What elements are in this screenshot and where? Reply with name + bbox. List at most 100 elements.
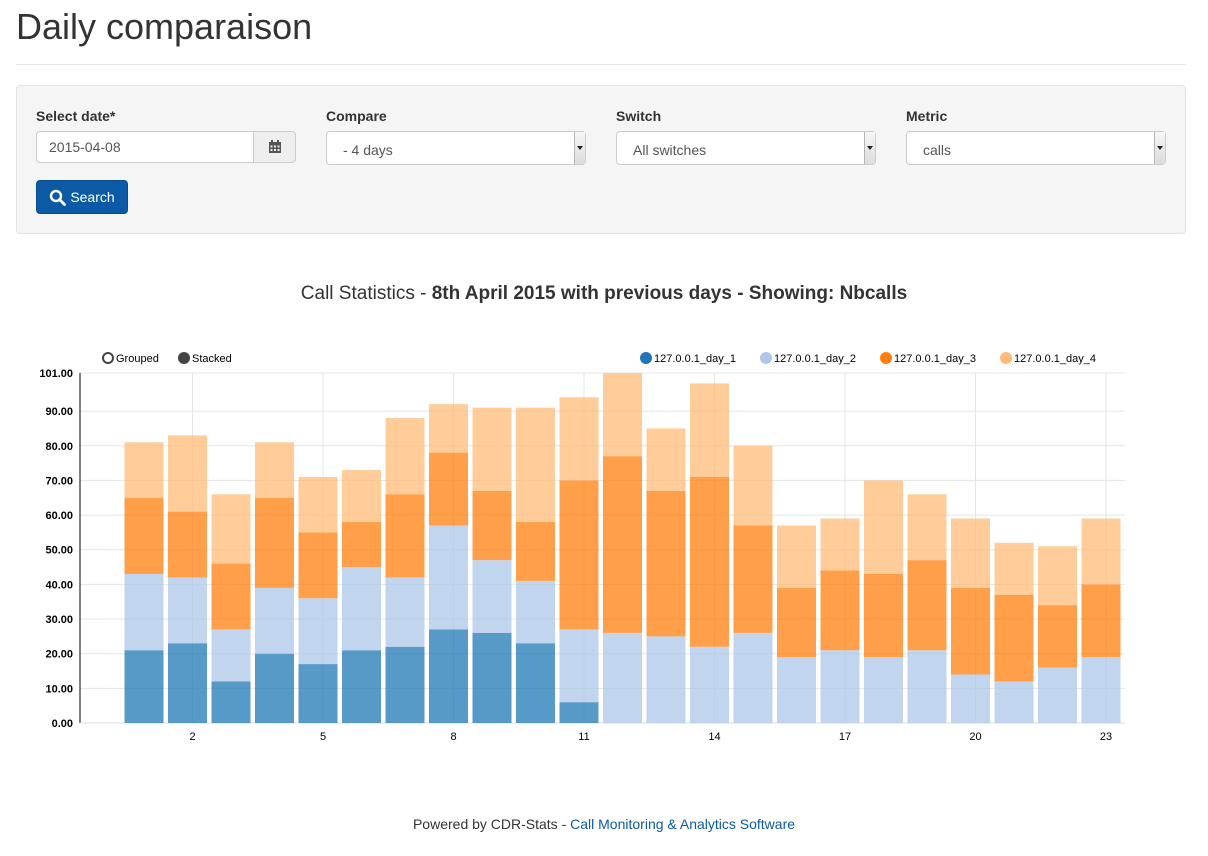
bar-segment-127-0-0-1-day-4 [516, 407, 555, 523]
bar-segment-127-0-0-1-day-2 [429, 525, 468, 630]
bar-segment-127-0-0-1-day-1 [211, 681, 251, 723]
date-input[interactable] [36, 131, 254, 163]
bar-segment-127-0-0-1-day-1 [124, 650, 164, 723]
bar-segment-127-0-0-1-day-3 [690, 476, 729, 647]
x-tick-label: 11 [578, 731, 589, 743]
bar-segment-127-0-0-1-day-3 [646, 490, 686, 637]
bar-segment-127-0-0-1-day-4 [1038, 546, 1077, 606]
search-button-label: Search [70, 189, 115, 205]
bar-segment-127-0-0-1-day-4 [690, 383, 729, 477]
stacked-toggle [178, 352, 190, 364]
compare-label: Compare [326, 108, 387, 124]
bar-segment-127-0-0-1-day-2 [342, 567, 381, 651]
switch-select[interactable]: All switches [616, 131, 876, 165]
chart-title-prefix: Call Statistics - [300, 283, 432, 304]
bar-segment-127-0-0-1-day-2 [1038, 667, 1077, 723]
bar-segment-127-0-0-1-day-2 [733, 632, 773, 723]
metric-select-value: calls [923, 142, 952, 158]
bar-segment-127-0-0-1-day-3 [777, 587, 816, 658]
x-tick-label: 20 [969, 731, 981, 743]
bar-segment-127-0-0-1-day-4 [907, 494, 947, 561]
bar-segment-127-0-0-1-day-2 [559, 629, 599, 703]
bar-segment-127-0-0-1-day-4 [777, 525, 816, 588]
legend-label: 127.0.0.1_day_3 [894, 353, 976, 365]
bar-segment-127-0-0-1-day-2 [124, 573, 164, 651]
caret-down-icon [864, 132, 875, 164]
grouped-toggle [102, 352, 114, 364]
bar-segment-127-0-0-1-day-4 [385, 418, 425, 495]
x-tick-label: 23 [1100, 731, 1112, 743]
bar-segment-127-0-0-1-day-3 [124, 497, 164, 574]
switch-select-value: All switches [633, 142, 707, 158]
bar-segment-127-0-0-1-day-3 [733, 525, 773, 633]
footer-link[interactable]: Call Monitoring & Analytics Software [570, 816, 796, 832]
bar-segment-127-0-0-1-day-2 [646, 636, 686, 723]
title-divider [16, 64, 1186, 65]
x-tick-label: 2 [189, 731, 195, 743]
y-tick-label: 20.00 [45, 649, 73, 661]
legend-marker [1000, 352, 1012, 364]
bar-segment-127-0-0-1-day-3 [168, 511, 207, 578]
bar-segment-127-0-0-1-day-2 [298, 598, 338, 665]
caret-down-icon [1154, 132, 1165, 164]
compare-select[interactable]: - 4 days [326, 131, 586, 165]
legend-marker [880, 352, 892, 364]
grouped-toggle-label: Grouped [116, 353, 159, 365]
bar-segment-127-0-0-1-day-4 [342, 470, 381, 523]
bar-segment-127-0-0-1-day-3 [820, 570, 860, 651]
calendar-icon [268, 140, 281, 153]
bar-segment-127-0-0-1-day-3 [951, 587, 990, 675]
bar-segment-127-0-0-1-day-3 [864, 573, 903, 658]
bar-segment-127-0-0-1-day-2 [603, 632, 642, 723]
y-tick-label: 80.00 [45, 441, 73, 453]
bar-segment-127-0-0-1-day-4 [559, 397, 599, 481]
bar-segment-127-0-0-1-day-4 [603, 373, 642, 457]
bar-segment-127-0-0-1-day-2 [864, 657, 903, 723]
bar-segment-127-0-0-1-day-3 [385, 494, 425, 578]
caret-down-icon [574, 132, 585, 164]
y-tick-label: 60.00 [45, 510, 73, 522]
bar-segment-127-0-0-1-day-4 [298, 476, 338, 533]
bar-segment-127-0-0-1-day-2 [994, 681, 1034, 723]
legend-marker [760, 352, 772, 364]
legend-label: 127.0.0.1_day_2 [774, 353, 856, 365]
bar-segment-127-0-0-1-day-1 [429, 629, 468, 723]
bar-segment-127-0-0-1-day-4 [820, 518, 860, 571]
bar-segment-127-0-0-1-day-2 [1081, 657, 1121, 723]
bar-segment-127-0-0-1-day-2 [168, 577, 207, 644]
page-title: Daily comparaison [16, 6, 313, 47]
bar-segment-127-0-0-1-day-3 [1038, 605, 1077, 668]
bar-segment-127-0-0-1-day-3 [429, 452, 468, 526]
bar-segment-127-0-0-1-day-4 [994, 542, 1034, 595]
bar-segment-127-0-0-1-day-3 [472, 490, 512, 561]
bar-segment-127-0-0-1-day-2 [820, 650, 860, 723]
bar-segment-127-0-0-1-day-4 [168, 435, 207, 512]
bar-segment-127-0-0-1-day-1 [516, 643, 555, 723]
search-icon [50, 189, 67, 206]
bar-segment-127-0-0-1-day-4 [429, 404, 468, 453]
compare-select-value: - 4 days [343, 142, 393, 158]
footer: Powered by CDR-Stats - Call Monitoring &… [0, 816, 1208, 832]
bar-segment-127-0-0-1-day-2 [951, 674, 990, 723]
bar-segment-127-0-0-1-day-2 [690, 646, 729, 723]
calendar-button[interactable] [254, 131, 296, 163]
bar-segment-127-0-0-1-day-1 [298, 664, 338, 723]
bar-segment-127-0-0-1-day-1 [255, 653, 294, 723]
bar-segment-127-0-0-1-day-3 [516, 522, 555, 581]
bar-segment-127-0-0-1-day-1 [385, 646, 425, 723]
bar-segment-127-0-0-1-day-3 [907, 560, 947, 651]
bar-segment-127-0-0-1-day-2 [777, 657, 816, 723]
bar-segment-127-0-0-1-day-4 [472, 407, 512, 491]
bar-segment-127-0-0-1-day-4 [211, 494, 251, 564]
bar-segment-127-0-0-1-day-4 [646, 428, 686, 491]
x-tick-label: 17 [839, 731, 851, 743]
bar-segment-127-0-0-1-day-1 [342, 650, 381, 723]
bar-segment-127-0-0-1-day-4 [124, 442, 164, 498]
metric-select[interactable]: calls [906, 131, 1166, 165]
bar-segment-127-0-0-1-day-2 [472, 560, 512, 633]
search-button[interactable]: Search [36, 180, 128, 214]
chart-title-bold: 8th April 2015 with previous days - Show… [431, 283, 908, 304]
bar-segment-127-0-0-1-day-4 [951, 518, 990, 588]
bar-segment-127-0-0-1-day-3 [342, 522, 381, 568]
bar-segment-127-0-0-1-day-4 [733, 445, 773, 526]
